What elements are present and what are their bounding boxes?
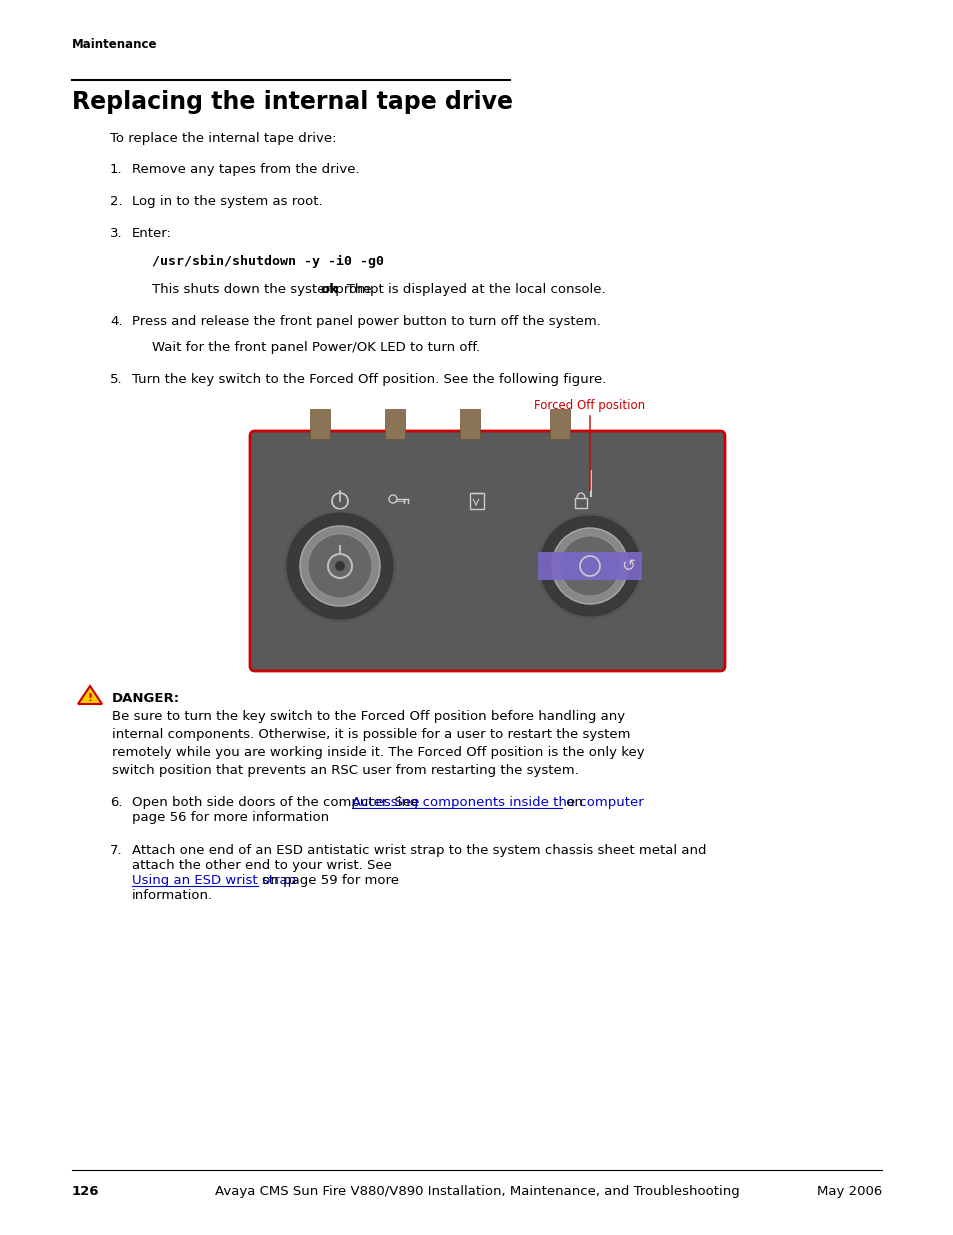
Text: information.: information. [132, 889, 213, 902]
Text: To replace the internal tape drive:: To replace the internal tape drive: [110, 132, 336, 144]
Text: Press and release the front panel power button to turn off the system.: Press and release the front panel power … [132, 315, 600, 329]
Text: attach the other end to your wrist. See: attach the other end to your wrist. See [132, 860, 395, 872]
Text: 4.: 4. [110, 315, 122, 329]
Text: 126: 126 [71, 1186, 99, 1198]
Circle shape [335, 561, 345, 571]
Text: Be sure to turn the key switch to the Forced Off position before handling any
in: Be sure to turn the key switch to the Fo… [112, 710, 644, 777]
Text: Accessing components inside the computer: Accessing components inside the computer [352, 797, 643, 809]
Circle shape [559, 536, 619, 597]
Polygon shape [78, 685, 102, 704]
FancyBboxPatch shape [250, 431, 724, 671]
Text: DANGER:: DANGER: [112, 692, 180, 705]
Text: This shuts down the system. The: This shuts down the system. The [152, 283, 375, 296]
Text: Replacing the internal tape drive: Replacing the internal tape drive [71, 90, 513, 114]
Bar [385, 409, 405, 438]
Circle shape [285, 511, 395, 621]
Text: 7.: 7. [110, 844, 123, 857]
Text: 1.: 1. [110, 163, 123, 177]
Text: /usr/sbin/shutdown -y -i0 -g0: /usr/sbin/shutdown -y -i0 -g0 [152, 254, 384, 268]
Text: Maintenance: Maintenance [71, 38, 157, 51]
Circle shape [552, 529, 627, 604]
Text: on: on [562, 797, 583, 809]
Text: Attach one end of an ESD antistatic wrist strap to the system chassis sheet meta: Attach one end of an ESD antistatic wris… [132, 844, 706, 857]
Text: May 2006: May 2006 [816, 1186, 882, 1198]
Text: 6.: 6. [110, 797, 122, 809]
Text: Open both side doors of the computer. See: Open both side doors of the computer. Se… [132, 797, 423, 809]
FancyBboxPatch shape [537, 552, 641, 580]
Text: Log in to the system as root.: Log in to the system as root. [132, 195, 322, 207]
Circle shape [308, 534, 372, 598]
Text: Enter:: Enter: [132, 227, 172, 240]
Text: on page 59 for more: on page 59 for more [257, 874, 398, 887]
Text: Forced Off position: Forced Off position [534, 399, 645, 412]
Text: page 56 for more information: page 56 for more information [132, 811, 329, 824]
Text: Wait for the front panel Power/OK LED to turn off.: Wait for the front panel Power/OK LED to… [152, 341, 479, 354]
Text: 2.: 2. [110, 195, 123, 207]
Text: Turn the key switch to the Forced Off position. See the following figure.: Turn the key switch to the Forced Off po… [132, 373, 606, 387]
Text: 3.: 3. [110, 227, 123, 240]
Circle shape [537, 514, 641, 618]
Circle shape [299, 526, 379, 606]
Bar [459, 409, 479, 438]
Text: ok: ok [319, 283, 337, 296]
Text: —: — [394, 496, 405, 506]
Text: Remove any tapes from the drive.: Remove any tapes from the drive. [132, 163, 359, 177]
Text: !: ! [88, 693, 92, 703]
Text: ↺: ↺ [620, 557, 635, 576]
Bar [310, 409, 330, 438]
Bar [550, 409, 569, 438]
Text: Using an ESD wrist strap: Using an ESD wrist strap [132, 874, 295, 887]
Text: prompt is displayed at the local console.: prompt is displayed at the local console… [331, 283, 605, 296]
Text: Avaya CMS Sun Fire V880/V890 Installation, Maintenance, and Troubleshooting: Avaya CMS Sun Fire V880/V890 Installatio… [214, 1186, 739, 1198]
Text: 5.: 5. [110, 373, 123, 387]
